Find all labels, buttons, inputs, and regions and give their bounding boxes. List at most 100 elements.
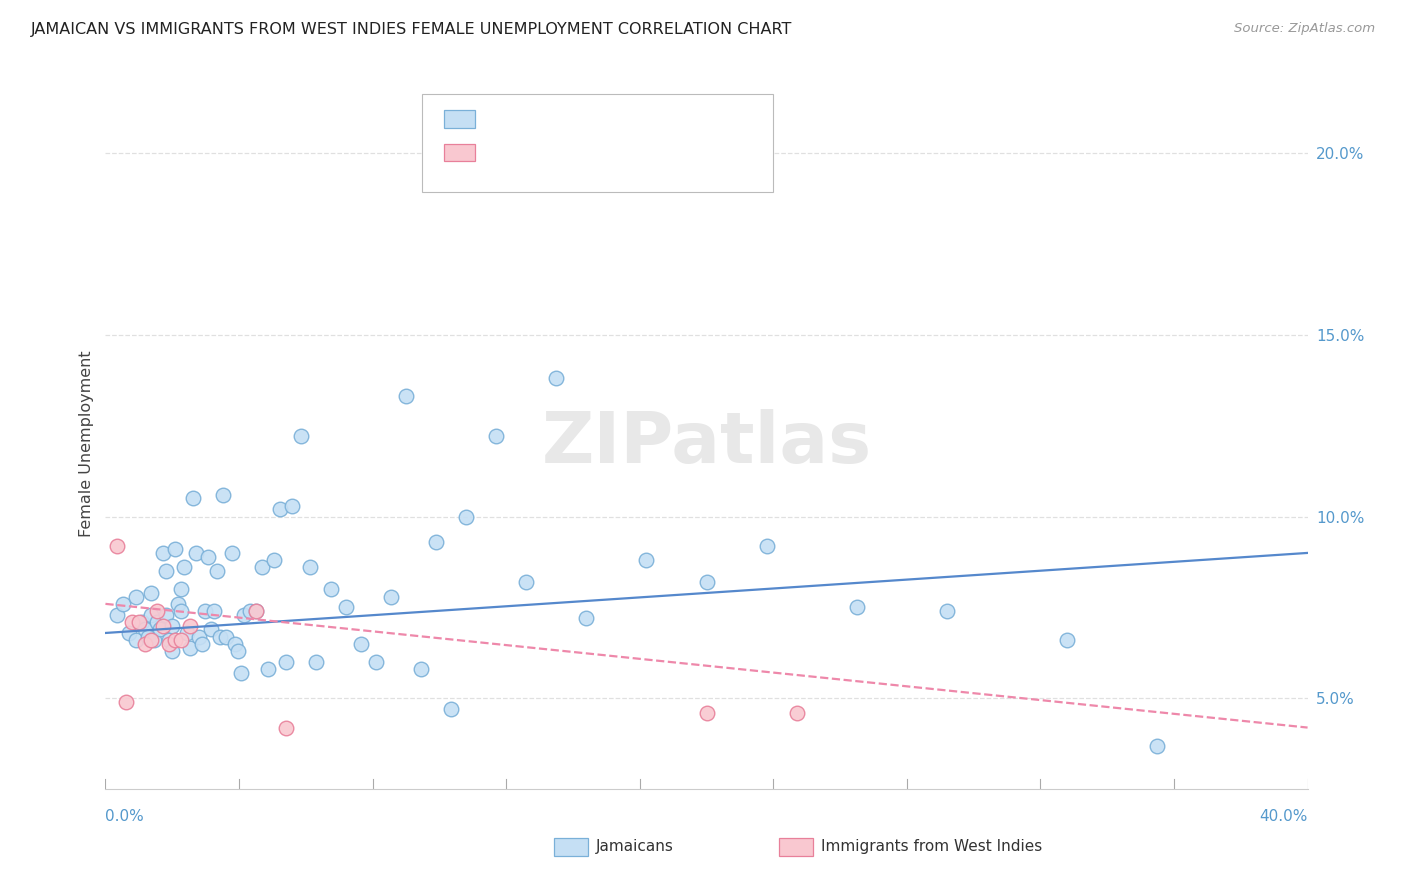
Point (936, 604, 959, 618)
Point (274, 721, 297, 735)
Point (636, 553, 658, 567)
Text: R =: R = (485, 115, 513, 130)
Text: Source: ZipAtlas.com: Source: ZipAtlas.com (1234, 22, 1375, 36)
Point (166, 597, 188, 611)
Text: 0.0%: 0.0% (105, 809, 145, 824)
Text: ZIPatlas: ZIPatlas (541, 409, 872, 478)
Point (845, 600, 868, 615)
Point (152, 546, 174, 560)
Point (263, 553, 285, 567)
Point (214, 630, 236, 644)
Point (194, 604, 217, 618)
Point (176, 626, 198, 640)
Point (1056, 633, 1078, 648)
Point (169, 582, 191, 597)
Point (148, 623, 170, 637)
Point (485, 429, 508, 443)
Point (160, 618, 183, 632)
Point (139, 607, 162, 622)
Point (269, 502, 291, 516)
Point (145, 604, 167, 618)
Point (202, 604, 225, 618)
Point (515, 575, 537, 590)
Point (134, 623, 156, 637)
Point (350, 637, 373, 651)
Point (696, 575, 718, 590)
Point (786, 706, 808, 720)
Point (395, 389, 418, 403)
Point (298, 560, 321, 574)
Point (696, 706, 718, 720)
Text: JAMAICAN VS IMMIGRANTS FROM WEST INDIES FEMALE UNEMPLOYMENT CORRELATION CHART: JAMAICAN VS IMMIGRANTS FROM WEST INDIES … (31, 22, 793, 37)
Point (575, 611, 598, 625)
Text: N =: N = (598, 115, 627, 130)
Point (179, 640, 201, 655)
Point (226, 644, 249, 658)
Text: 0.122: 0.122 (541, 115, 589, 130)
Point (229, 665, 252, 680)
Point (131, 615, 153, 629)
Point (245, 604, 267, 618)
Point (755, 539, 778, 553)
Point (380, 590, 402, 604)
Text: N =: N = (598, 149, 627, 164)
Point (256, 662, 278, 676)
Point (163, 542, 186, 557)
Point (169, 633, 191, 648)
Point (169, 604, 191, 618)
Point (335, 600, 357, 615)
Point (211, 488, 233, 502)
Point (364, 655, 387, 669)
Text: 75: 75 (647, 115, 668, 130)
Point (200, 623, 222, 637)
Point (454, 509, 477, 524)
Point (239, 604, 262, 618)
Point (107, 539, 129, 553)
Point (224, 637, 246, 651)
Text: Jamaicans: Jamaicans (596, 839, 673, 854)
Point (425, 535, 447, 549)
Point (181, 491, 204, 506)
Point (281, 499, 304, 513)
Point (107, 607, 129, 622)
Point (1146, 739, 1168, 753)
Point (319, 582, 342, 597)
Point (157, 637, 180, 651)
Point (145, 615, 167, 629)
Point (155, 564, 177, 578)
Point (197, 549, 219, 564)
Point (190, 637, 212, 651)
Point (232, 607, 254, 622)
Point (152, 618, 174, 632)
Point (155, 607, 177, 622)
Point (136, 630, 159, 644)
Point (157, 633, 180, 648)
Point (124, 590, 146, 604)
Point (163, 633, 186, 648)
Point (160, 644, 183, 658)
Point (205, 564, 228, 578)
Point (409, 662, 432, 676)
Point (118, 626, 141, 640)
Point (208, 630, 231, 644)
Text: 16: 16 (647, 149, 668, 164)
Point (187, 630, 209, 644)
Point (139, 586, 162, 600)
Y-axis label: Female Unemployment: Female Unemployment (79, 351, 94, 537)
Point (121, 615, 143, 629)
Point (115, 695, 138, 709)
Point (112, 597, 135, 611)
Point (134, 637, 156, 651)
Point (221, 546, 243, 560)
Point (139, 633, 162, 648)
Text: -0.250: -0.250 (531, 149, 586, 164)
Point (128, 615, 150, 629)
Point (142, 633, 165, 648)
Point (245, 604, 267, 618)
Text: 40.0%: 40.0% (1260, 809, 1308, 824)
Text: R =: R = (485, 149, 513, 164)
Point (546, 371, 568, 385)
Point (250, 560, 273, 574)
Point (124, 633, 146, 648)
Point (179, 618, 201, 632)
